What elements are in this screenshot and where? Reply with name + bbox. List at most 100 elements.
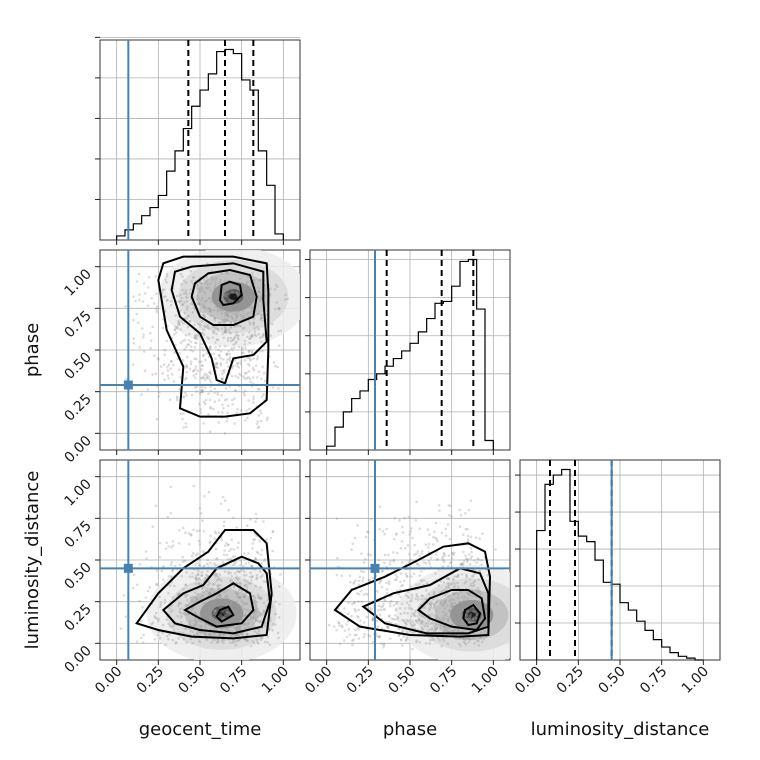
sample-point [442, 601, 446, 604]
sample-point [337, 621, 341, 624]
sample-point [207, 632, 211, 636]
sample-point [402, 579, 406, 583]
sample-point [346, 620, 350, 623]
sample-point [229, 331, 233, 335]
sample-point [434, 628, 438, 632]
sample-point [415, 621, 419, 624]
sample-point [250, 565, 254, 568]
sample-point [216, 296, 220, 300]
sample-point [249, 295, 252, 298]
sample-point [232, 563, 235, 566]
sample-point [252, 357, 255, 361]
sample-point [403, 611, 406, 615]
sample-point [218, 634, 221, 637]
sample-point [215, 362, 218, 366]
sample-point [201, 550, 205, 553]
sample-point [244, 419, 247, 422]
sample-point [217, 348, 220, 352]
sample-point [239, 582, 242, 586]
contour-3 [333, 542, 492, 638]
sample-point [258, 409, 262, 413]
sample-point [388, 582, 391, 586]
sample-point [464, 580, 468, 584]
sample-point [206, 587, 209, 591]
sample-point [465, 576, 468, 579]
sample-point [208, 370, 212, 373]
sample-point [243, 584, 247, 588]
sample-point [175, 396, 179, 400]
sample-point [197, 577, 200, 580]
sample-point [247, 399, 250, 402]
sample-point [171, 568, 175, 572]
sample-point [400, 561, 404, 564]
sample-point [143, 292, 147, 295]
sample-point [441, 616, 445, 620]
sample-point [472, 625, 476, 629]
sample-point [237, 365, 241, 369]
sample-point [183, 316, 187, 320]
sample-point [258, 614, 261, 618]
sample-point [393, 578, 397, 581]
sample-point [245, 583, 248, 586]
sample-point [222, 633, 225, 637]
sample-point [388, 602, 392, 605]
sample-point [216, 639, 220, 642]
sample-point [163, 601, 167, 605]
sample-point [253, 630, 257, 633]
sample-point [204, 622, 207, 626]
sample-point [247, 376, 250, 379]
sample-point [193, 623, 197, 627]
sample-point [182, 611, 186, 615]
sample-point [260, 316, 263, 319]
sample-point [165, 298, 169, 302]
sample-point [445, 629, 449, 632]
sample-point [189, 288, 192, 292]
sample-point [208, 591, 212, 594]
sample-point [208, 606, 212, 609]
sample-point [244, 579, 248, 582]
sample-point [154, 372, 158, 376]
sample-point [452, 585, 456, 589]
sample-point [409, 621, 412, 624]
sample-point [216, 309, 220, 313]
sample-point [181, 555, 184, 559]
sample-point [197, 624, 201, 627]
sample-point [197, 322, 200, 326]
sample-point [185, 571, 188, 574]
sample-point [234, 633, 238, 637]
sample-point [169, 360, 173, 363]
sample-point [204, 633, 207, 637]
sample-point [213, 562, 216, 565]
sample-point [157, 617, 160, 621]
sample-point [408, 533, 411, 536]
sample-point [380, 585, 384, 589]
sample-point [222, 520, 226, 524]
sample-point [460, 572, 464, 576]
sample-point [239, 569, 243, 572]
sample-point [155, 417, 159, 421]
sample-point [212, 632, 216, 636]
sample-point [193, 335, 197, 338]
sample-point [461, 562, 464, 566]
sample-point [421, 614, 424, 617]
sample-point [195, 298, 199, 301]
sample-point [216, 338, 220, 342]
sample-point [447, 576, 451, 580]
sample-point [242, 608, 246, 611]
sample-point [228, 359, 232, 363]
sample-point [195, 334, 198, 338]
sample-point [213, 387, 216, 391]
sample-point [380, 570, 384, 573]
sample-point [239, 618, 242, 622]
sample-point [217, 592, 221, 596]
sample-point [208, 592, 211, 596]
sample-point [277, 636, 280, 640]
sample-point [193, 591, 197, 594]
sample-point [420, 578, 423, 582]
sample-point [194, 611, 198, 615]
sample-point [202, 374, 206, 377]
sample-point [396, 617, 400, 621]
sample-point [259, 419, 263, 423]
sample-point [233, 626, 236, 630]
sample-point [232, 548, 236, 551]
